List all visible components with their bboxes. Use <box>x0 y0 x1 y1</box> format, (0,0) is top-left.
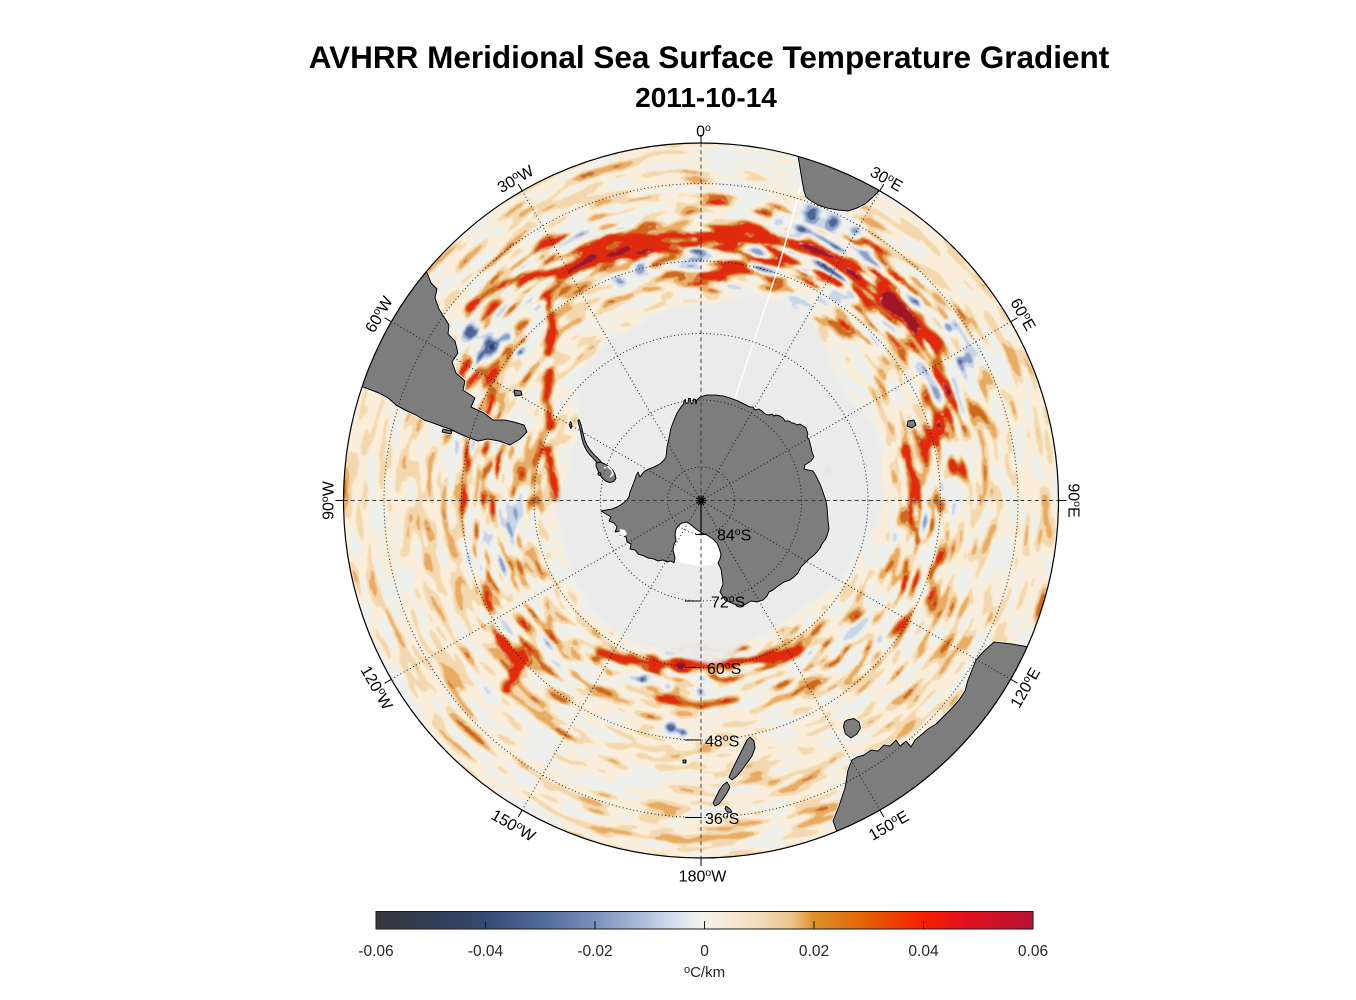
svg-text:90oE: 90oE <box>1065 483 1084 517</box>
svg-text:36oS: 36oS <box>705 810 739 829</box>
svg-text:48oS: 48oS <box>705 732 739 751</box>
svg-text:oC/km: oC/km <box>684 964 725 981</box>
svg-text:-0.04: -0.04 <box>468 943 504 960</box>
svg-text:0.02: 0.02 <box>799 943 829 960</box>
svg-text:-0.02: -0.02 <box>577 943 612 960</box>
svg-text:60oS: 60oS <box>707 660 741 679</box>
svg-text:72oS: 72oS <box>711 593 745 612</box>
svg-text:180oW: 180oW <box>679 867 728 886</box>
svg-text:0.04: 0.04 <box>908 943 939 960</box>
svg-text:AVHRR Meridional Sea Surface T: AVHRR Meridional Sea Surface Temperature… <box>309 39 1110 75</box>
svg-text:84oS: 84oS <box>717 526 751 545</box>
svg-text:90oW: 90oW <box>319 480 338 520</box>
svg-text:0: 0 <box>700 943 709 960</box>
svg-text:2011-10-14: 2011-10-14 <box>635 82 777 113</box>
svg-text:-0.06: -0.06 <box>358 943 393 960</box>
svg-text:0.06: 0.06 <box>1018 943 1048 960</box>
